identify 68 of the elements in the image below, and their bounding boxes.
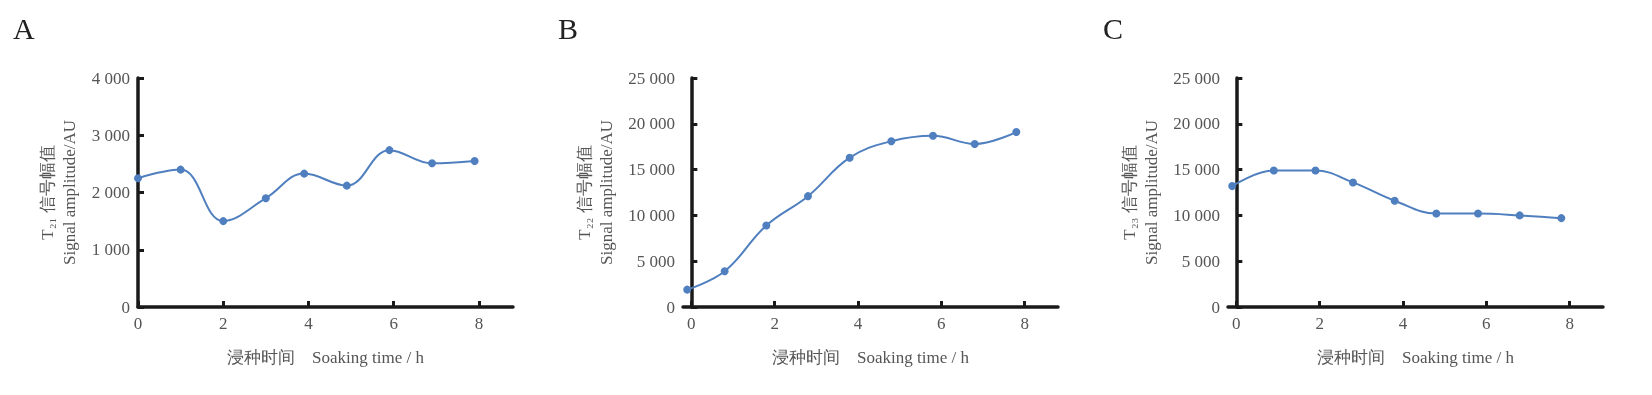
y-tick-label: 20 000 xyxy=(1173,114,1220,134)
y-tick-label: 5 000 xyxy=(1181,251,1220,271)
x-tick-label: 0 xyxy=(687,314,696,333)
x-tick-label: 2 xyxy=(218,314,228,333)
y-tick-label: 10 000 xyxy=(628,205,675,225)
point xyxy=(1432,209,1441,218)
point xyxy=(1474,209,1482,218)
point xyxy=(470,157,479,166)
point xyxy=(970,139,979,148)
chart-title: C xyxy=(1103,11,1124,45)
y-tick-label: 5 000 xyxy=(636,251,675,271)
x-tick-label: 2 xyxy=(1315,314,1324,333)
point xyxy=(1311,166,1320,175)
point xyxy=(1269,166,1278,175)
x-tick-label: 4 xyxy=(853,314,863,333)
point xyxy=(762,221,771,230)
x-axis-title: 浸种时间 Soaking time / h xyxy=(1317,348,1515,367)
point xyxy=(261,194,270,203)
point xyxy=(1228,182,1237,191)
point xyxy=(342,181,351,190)
y-tick-label: 0 xyxy=(1211,297,1220,317)
point xyxy=(804,192,812,201)
x-tick-label: 0 xyxy=(133,314,143,333)
point xyxy=(845,153,854,162)
x-tick-label: 4 xyxy=(304,314,314,333)
chart-title: A xyxy=(13,11,35,45)
point xyxy=(300,169,309,178)
point xyxy=(720,267,729,276)
point xyxy=(1012,128,1021,137)
y-tick-label: 20 000 xyxy=(628,114,675,134)
y-tick-label: 15 000 xyxy=(1173,160,1220,180)
x-axis-title: 浸种时间 Soaking time / h xyxy=(772,348,970,367)
y-tick-label: 15 000 xyxy=(628,160,675,180)
x-tick-label: 0 xyxy=(1232,314,1241,333)
y-tick-label: 4 000 xyxy=(91,68,130,88)
x-tick-label: 8 xyxy=(1565,314,1574,333)
y-tick-label: 1 000 xyxy=(91,240,130,260)
x-tick-label: 6 xyxy=(1482,314,1491,333)
x-tick-label: 8 xyxy=(1020,314,1029,333)
point xyxy=(1515,211,1524,220)
point xyxy=(1390,196,1399,205)
point xyxy=(1557,214,1566,223)
x-tick-label: 6 xyxy=(937,314,946,333)
x-axis-title: 浸种时间 Soaking time / h xyxy=(227,348,425,367)
point xyxy=(385,146,394,155)
point xyxy=(134,174,142,183)
y-axis-title: T₂₁ 信号幅值 Signal amplitude/AU xyxy=(38,120,80,265)
y-tick-label: 10 000 xyxy=(1173,205,1220,225)
point xyxy=(219,217,228,226)
point xyxy=(428,159,437,168)
y-tick-label: 0 xyxy=(666,297,675,317)
x-tick-label: 8 xyxy=(474,314,484,333)
y-tick-label: 0 xyxy=(121,297,130,317)
chart-title: B xyxy=(558,11,579,45)
point xyxy=(683,285,692,294)
y-tick-label: 3 000 xyxy=(91,125,130,145)
x-tick-label: 4 xyxy=(1398,314,1408,333)
point xyxy=(176,165,185,174)
y-axis-title: T₂₂ 信号幅值 Signal amplitude/AU xyxy=(574,120,616,265)
point xyxy=(1349,178,1357,187)
x-tick-label: 6 xyxy=(389,314,398,333)
y-axis-title: T₂₃ 信号幅值 Signal amplitude/AU xyxy=(1119,120,1161,265)
y-tick-label: 25 000 xyxy=(1173,68,1220,88)
point xyxy=(929,131,937,140)
x-tick-label: 2 xyxy=(770,314,779,333)
y-tick-label: 25 000 xyxy=(628,68,675,88)
point xyxy=(887,137,896,146)
y-tick-label: 2 000 xyxy=(91,183,130,202)
